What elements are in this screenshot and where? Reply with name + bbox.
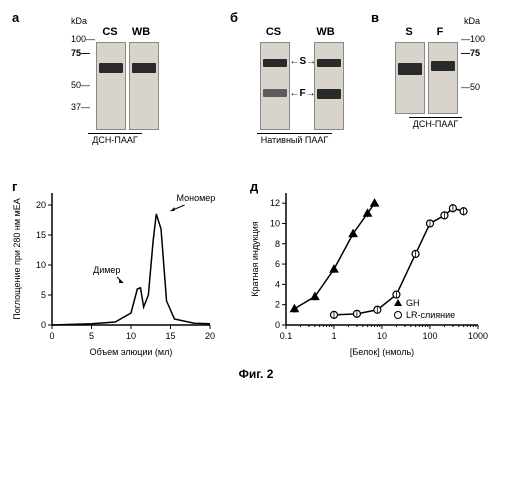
- svg-text:8: 8: [275, 239, 280, 249]
- panel-b: б CS WB ←S→ ←F→: [228, 10, 361, 145]
- panel-b-label: б: [230, 10, 238, 25]
- svg-text:0: 0: [49, 331, 54, 341]
- svg-text:[Белок] (нмоль): [Белок] (нмоль): [350, 347, 414, 357]
- figure-caption: Фиг. 2: [10, 367, 502, 381]
- marker: 100—: [71, 34, 95, 44]
- panel-a-label: а: [12, 10, 19, 25]
- panel-c-lanes: S F: [395, 26, 458, 114]
- lane-header-f: F: [426, 26, 454, 38]
- panel-a: а kDa 100— 75— 50— 37— CS WB: [10, 10, 220, 145]
- lane-cs: [96, 42, 126, 130]
- svg-text:10: 10: [126, 331, 136, 341]
- band: [263, 89, 287, 97]
- marker: —100: [461, 34, 485, 44]
- panel-a-markers: kDa 100— 75— 50— 37—: [71, 26, 93, 130]
- panel-e-label: д: [250, 179, 258, 194]
- panel-d-label: г: [12, 179, 17, 194]
- lane-header-s: S: [395, 26, 423, 38]
- panel-c-label: в: [371, 10, 379, 25]
- svg-text:GH: GH: [406, 298, 420, 308]
- svg-text:10: 10: [36, 260, 46, 270]
- lane-wb: [314, 42, 344, 130]
- panel-c-caption: ДСН-ПААГ: [409, 117, 462, 129]
- panel-e-chart: 0 2 4 6 8 10 12 0.1 1 10 100 1000 GH LR-слияние [Белок…: [248, 179, 488, 359]
- svg-text:5: 5: [89, 331, 94, 341]
- marker: —75: [461, 48, 480, 58]
- marker: 37—: [71, 102, 90, 112]
- lane-header-wb: WB: [127, 26, 155, 38]
- svg-text:12: 12: [270, 198, 280, 208]
- kda-label: kDa: [464, 16, 480, 26]
- svg-text:15: 15: [36, 230, 46, 240]
- band: [431, 61, 455, 71]
- marker: 50—: [71, 80, 90, 90]
- svg-text:1: 1: [331, 331, 336, 341]
- svg-text:10: 10: [270, 218, 280, 228]
- svg-text:20: 20: [205, 331, 215, 341]
- svg-text:4: 4: [275, 279, 280, 289]
- lane-wb: [129, 42, 159, 130]
- panel-c: в S F kDa —100 —75: [369, 10, 502, 145]
- svg-text:5: 5: [41, 290, 46, 300]
- svg-text:15: 15: [165, 331, 175, 341]
- svg-text:1000: 1000: [468, 331, 488, 341]
- svg-text:100: 100: [422, 331, 437, 341]
- panel-b-caption: Нативный ПААГ: [257, 133, 333, 145]
- panel-d-chart: 0 5 10 15 20 0 5 10 15 20 Димер Мономер Объем элюции…: [10, 179, 220, 359]
- band: [317, 59, 341, 67]
- arrow-s: ←S→: [290, 56, 317, 67]
- arrow-f: ←F→: [290, 88, 316, 99]
- band: [263, 59, 287, 67]
- svg-text:Кратная индукция: Кратная индукция: [250, 221, 260, 296]
- svg-text:20: 20: [36, 200, 46, 210]
- lane-f: [428, 42, 458, 114]
- svg-text:Поглощение при 280 нм мЕА: Поглощение при 280 нм мЕА: [12, 198, 22, 320]
- lane-cs: [260, 42, 290, 130]
- marker: —50: [461, 82, 480, 92]
- figure-grid: а kDa 100— 75— 50— 37— CS WB: [10, 10, 502, 359]
- lane-header-wb: WB: [312, 26, 340, 38]
- svg-text:10: 10: [377, 331, 387, 341]
- svg-text:0: 0: [41, 320, 46, 330]
- svg-text:0: 0: [275, 320, 280, 330]
- lane-s: [395, 42, 425, 114]
- panel-d: г 0 5 10 15 20 0 5 10 15 20 Димер Мономер Объем элюц…: [10, 179, 220, 359]
- svg-text:6: 6: [275, 259, 280, 269]
- lane-header-cs: CS: [260, 26, 288, 38]
- panel-c-markers: kDa —100 —75 —50: [461, 26, 487, 114]
- panel-a-lanes: CS WB: [96, 26, 159, 130]
- svg-text:2: 2: [275, 300, 280, 310]
- svg-text:0.1: 0.1: [280, 331, 293, 341]
- band: [99, 63, 123, 73]
- band: [317, 89, 341, 99]
- panel-a-caption: ДСН-ПААГ: [88, 133, 141, 145]
- svg-text:Мономер: Мономер: [177, 193, 216, 203]
- panel-e: д 0 2 4 6 8 10 12 0.1 1 10 100 1000 GH LR-слияние [Бел…: [248, 179, 502, 359]
- kda-label: kDa: [71, 16, 87, 26]
- spacer: [10, 153, 502, 171]
- lane-header-cs: CS: [96, 26, 124, 38]
- band: [398, 63, 422, 75]
- svg-text:Объем элюции (мл): Объем элюции (мл): [90, 347, 173, 357]
- panel-b-lanes: CS WB ←S→ ←F→: [260, 26, 344, 130]
- band: [132, 63, 156, 73]
- svg-text:Димер: Димер: [93, 265, 120, 275]
- svg-text:LR-слияние: LR-слияние: [406, 310, 455, 320]
- marker: 75—: [71, 48, 90, 58]
